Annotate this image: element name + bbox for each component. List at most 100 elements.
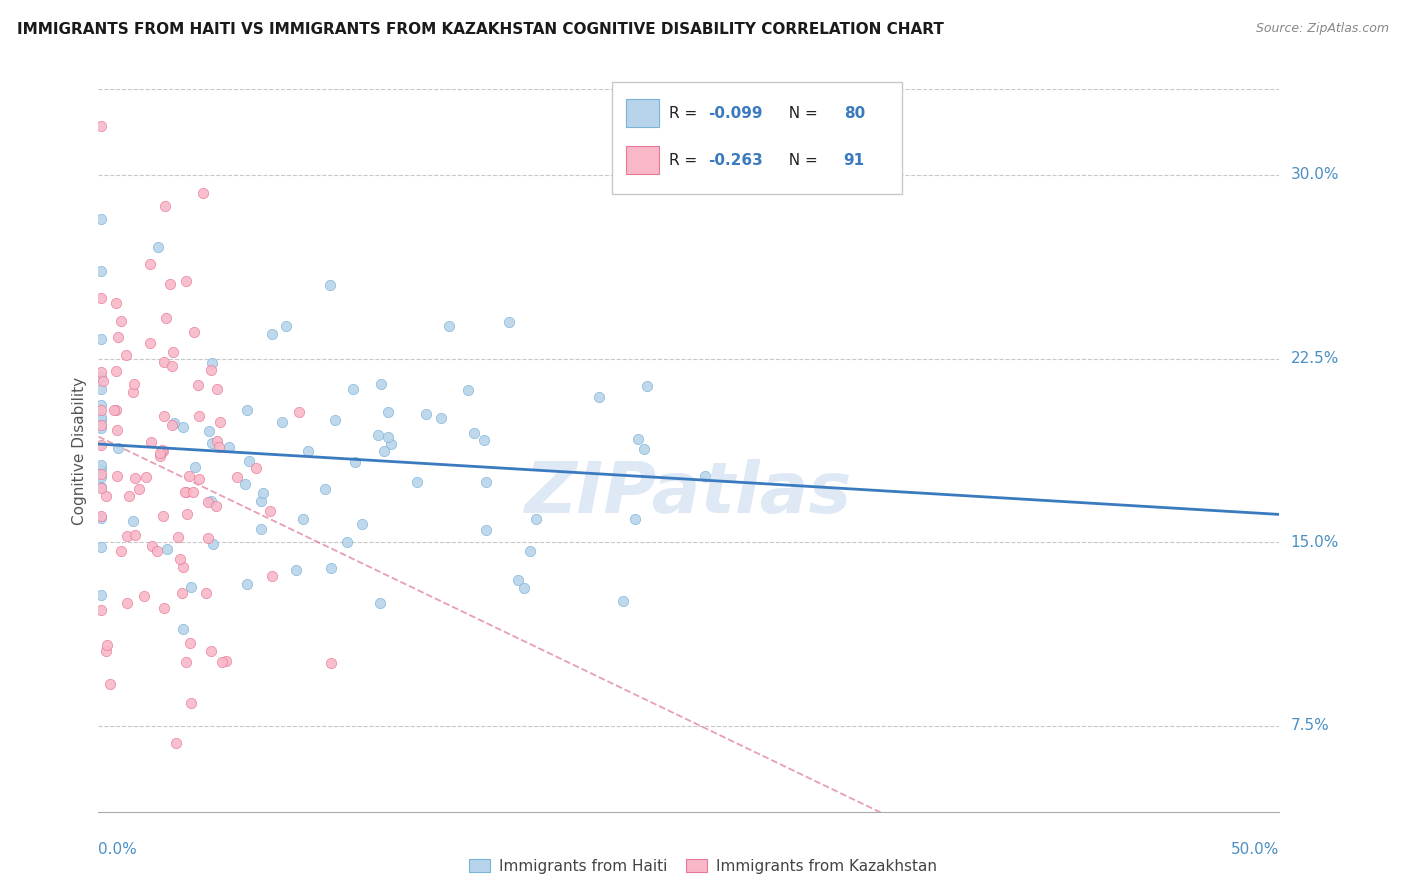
Point bbox=[134, 589, 156, 603]
Point bbox=[457, 383, 479, 397]
Point bbox=[90, 211, 112, 226]
Point bbox=[370, 377, 392, 392]
Point bbox=[260, 326, 283, 341]
Point bbox=[103, 402, 125, 417]
Point bbox=[152, 508, 174, 523]
Point bbox=[141, 539, 163, 553]
Point bbox=[180, 697, 202, 711]
Text: 0.0%: 0.0% bbox=[98, 842, 138, 857]
Point bbox=[633, 442, 655, 457]
Point bbox=[90, 588, 112, 602]
Point bbox=[162, 345, 184, 359]
FancyBboxPatch shape bbox=[626, 99, 659, 127]
Point bbox=[218, 440, 240, 454]
Point bbox=[380, 437, 402, 451]
Point bbox=[430, 411, 453, 425]
Point bbox=[472, 433, 495, 447]
Point bbox=[202, 537, 225, 551]
Point bbox=[297, 443, 319, 458]
Point bbox=[208, 441, 231, 455]
Point bbox=[693, 469, 716, 483]
Point bbox=[250, 522, 273, 536]
Point bbox=[176, 484, 198, 499]
Point bbox=[197, 531, 219, 545]
Point bbox=[201, 436, 224, 450]
Point bbox=[121, 515, 143, 529]
Text: 15.0%: 15.0% bbox=[1291, 535, 1339, 549]
Point bbox=[200, 644, 222, 658]
Point bbox=[98, 677, 121, 691]
Point bbox=[180, 580, 202, 594]
Point bbox=[204, 499, 226, 513]
Point bbox=[209, 415, 232, 429]
Point bbox=[373, 443, 395, 458]
Point bbox=[508, 573, 530, 587]
Point bbox=[188, 472, 211, 486]
Point bbox=[105, 423, 128, 437]
Point bbox=[90, 480, 112, 494]
Text: 7.5%: 7.5% bbox=[1291, 718, 1329, 733]
Point bbox=[259, 504, 281, 518]
Point bbox=[90, 462, 112, 476]
Point bbox=[163, 416, 186, 430]
Point bbox=[107, 441, 129, 455]
Point bbox=[153, 601, 176, 615]
Point bbox=[238, 454, 260, 468]
Point bbox=[187, 378, 209, 392]
Point bbox=[165, 736, 187, 750]
Point bbox=[319, 561, 342, 575]
Text: 80: 80 bbox=[844, 105, 865, 120]
FancyBboxPatch shape bbox=[612, 82, 901, 194]
Point bbox=[124, 471, 146, 485]
Point bbox=[179, 636, 201, 650]
Point bbox=[236, 403, 259, 417]
Point bbox=[236, 576, 259, 591]
Point bbox=[105, 468, 128, 483]
Point bbox=[90, 264, 112, 278]
Point bbox=[415, 407, 437, 421]
Point bbox=[176, 655, 198, 669]
Text: -0.099: -0.099 bbox=[707, 105, 762, 120]
Point bbox=[245, 461, 267, 475]
Point bbox=[179, 469, 201, 483]
Point bbox=[367, 428, 389, 442]
Point bbox=[96, 639, 118, 653]
Point bbox=[288, 405, 311, 419]
Text: 50.0%: 50.0% bbox=[1232, 842, 1279, 857]
Text: 30.0%: 30.0% bbox=[1291, 168, 1339, 183]
Point bbox=[172, 622, 194, 636]
Point bbox=[262, 569, 284, 583]
Point bbox=[623, 511, 645, 525]
Point bbox=[96, 489, 118, 503]
Point bbox=[498, 315, 520, 329]
Point bbox=[90, 119, 112, 133]
Point bbox=[96, 644, 118, 658]
FancyBboxPatch shape bbox=[626, 146, 659, 174]
Point bbox=[90, 458, 112, 473]
Point bbox=[128, 482, 150, 496]
Point bbox=[352, 516, 374, 531]
Point bbox=[225, 469, 247, 483]
Point bbox=[342, 382, 364, 396]
Point bbox=[90, 418, 112, 433]
Point bbox=[252, 486, 274, 500]
Point bbox=[90, 470, 112, 484]
Text: N =: N = bbox=[779, 153, 823, 168]
Point bbox=[167, 530, 190, 544]
Point bbox=[141, 435, 163, 450]
Point bbox=[368, 596, 391, 610]
Point bbox=[176, 507, 198, 521]
Point bbox=[90, 438, 112, 452]
Point bbox=[90, 540, 112, 554]
Point bbox=[184, 459, 207, 474]
Point bbox=[139, 336, 162, 351]
Point bbox=[292, 512, 315, 526]
Point bbox=[90, 413, 112, 427]
Point bbox=[149, 446, 172, 460]
Point bbox=[155, 310, 177, 325]
Point bbox=[270, 415, 292, 429]
Point bbox=[173, 485, 195, 500]
Point bbox=[200, 362, 222, 376]
Point bbox=[139, 257, 162, 271]
Point bbox=[377, 430, 399, 444]
